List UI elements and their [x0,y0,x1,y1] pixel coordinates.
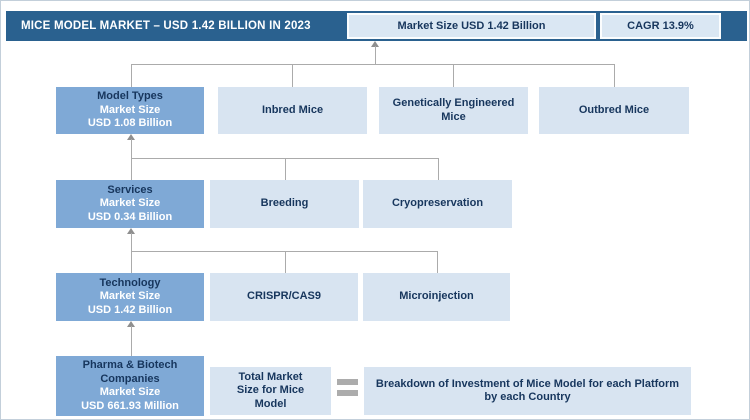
header-title: MICE MODEL MARKET – USD 1.42 BILLION IN … [21,20,311,32]
breakdown-line2: by each Country [484,391,571,403]
connector-drop [285,251,286,273]
child-label: Genetically Engineered Mice [392,97,515,123]
connector-riser-row2 [131,139,132,180]
child-label: CRISPR/CAS9 [247,290,321,303]
child-label: Outbred Mice [578,103,650,116]
parent-box-services: Services Market Size USD 0.34 Billion [56,180,204,228]
total-market-line1: Total Market [238,370,303,383]
parent-value: USD 661.93 Million [81,399,179,412]
child-box-genetically-engineered-mice: Genetically Engineered Mice [379,87,528,134]
connector-drop [131,64,132,87]
child-box-inbred-mice: Inbred Mice [218,87,367,134]
parent-market-size-label: Market Size [99,386,161,398]
parent-box-pharma-biotech: Pharma & Biotech Companies Market Size U… [56,356,204,416]
market-size-box: Market Size USD 1.42 Billion [347,13,596,39]
parent-title: Services [107,183,153,196]
child-box-microinjection: Microinjection [363,273,510,321]
cagr-label: CAGR 13.9% [627,20,694,32]
breakdown-line1: Breakdown of Investment of Mice Model fo… [375,377,680,390]
market-size-label: Market Size USD 1.42 Billion [397,20,546,32]
connector-drop [453,64,454,87]
cagr-box: CAGR 13.9% [600,13,721,39]
parent-value: USD 1.42 Billion [87,303,173,316]
total-market-line2: Size for Mice Model [236,384,305,410]
child-box-crispr-cas9: CRISPR/CAS9 [210,273,358,321]
child-box-cryopreservation: Cryopreservation [363,180,512,228]
parent-market-size-label: Market Size [99,290,161,303]
connector-riser-header [375,46,376,64]
connector-branch-row2 [131,158,438,159]
parent-box-technology: Technology Market Size USD 1.42 Billion [56,273,204,321]
arrow-up-icon [371,41,379,47]
breakdown-box: Breakdown of Investment of Mice Model fo… [364,367,691,415]
child-label: Breeding [260,197,309,210]
connector-drop [614,64,615,87]
arrow-up-icon [127,321,135,327]
connector-drop [437,251,438,273]
connector-drop [292,64,293,87]
parent-value: USD 0.34 Billion [87,210,173,223]
parent-title: Pharma & Biotech Companies [82,359,178,385]
child-label: Inbred Mice [261,103,324,116]
connector-riser-row3 [131,233,132,273]
parent-market-size-label: Market Size [99,197,161,210]
connector-branch-row3 [131,251,437,252]
child-box-outbred-mice: Outbred Mice [539,87,689,134]
parent-value: USD 1.08 Billion [87,117,173,130]
child-label: Microinjection [399,290,474,303]
parent-title: Model Types [97,90,163,103]
arrow-up-icon [127,228,135,234]
parent-title: Technology [99,276,161,289]
connector-drop [285,158,286,180]
child-label: Cryopreservation [391,197,484,210]
arrow-up-icon [127,134,135,140]
parent-market-size-label: Market Size [99,103,161,116]
connector-trunk-row1 [131,64,615,65]
total-market-box: Total Market Size for Mice Model [210,367,331,415]
connector-drop [438,158,439,180]
connector-riser-row4 [131,326,132,356]
child-box-breeding: Breeding [210,180,359,228]
parent-box-model-types: Model Types Market Size USD 1.08 Billion [56,87,204,134]
